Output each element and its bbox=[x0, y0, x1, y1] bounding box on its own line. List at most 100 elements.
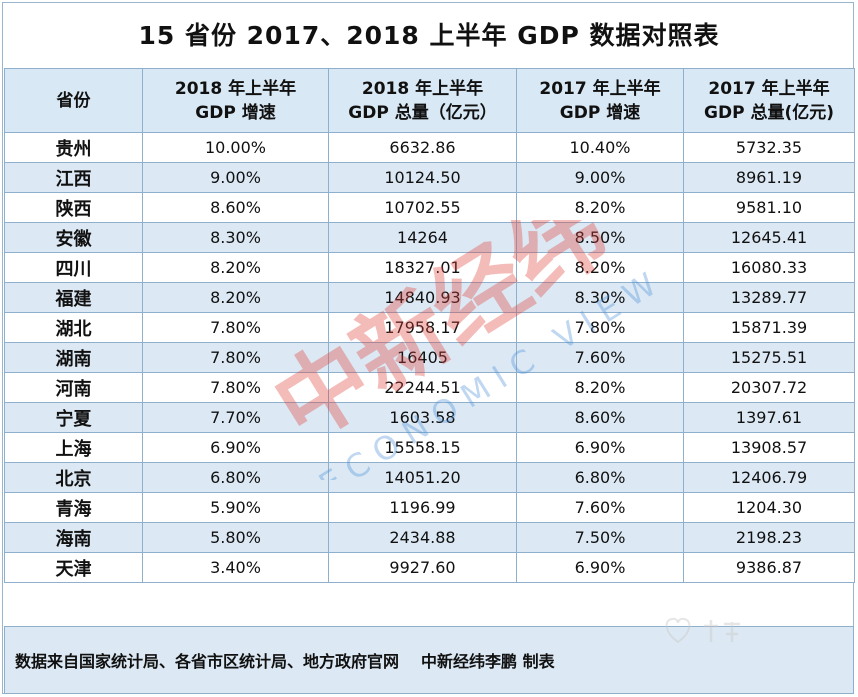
cell-growth-2017: 8.60% bbox=[516, 402, 684, 433]
cell-province: 陕西 bbox=[4, 192, 143, 223]
cell-province: 青海 bbox=[4, 492, 143, 523]
cell-total-2017: 2198.23 bbox=[683, 522, 855, 553]
cell-growth-2017: 10.40% bbox=[516, 132, 684, 163]
cell-total-2017: 13289.77 bbox=[683, 282, 855, 313]
cell-growth-2018: 5.80% bbox=[142, 522, 329, 553]
cell-total-2017: 1397.61 bbox=[683, 402, 855, 433]
cell-total-2018: 14051.20 bbox=[328, 462, 517, 493]
header-growth-2017: 2017 年上半年 GDP 增速 bbox=[516, 68, 684, 133]
source-note: 数据来自国家统计局、各省市区统计局、地方政府官网 bbox=[15, 652, 400, 671]
cell-total-2017: 20307.72 bbox=[683, 372, 855, 403]
credit-note: 中新经纬李鹏 制表 bbox=[421, 652, 555, 671]
cell-total-2017: 12645.41 bbox=[683, 222, 855, 253]
cell-province: 湖南 bbox=[4, 342, 143, 373]
cell-growth-2017: 6.80% bbox=[516, 462, 684, 493]
cell-total-2018: 9927.60 bbox=[328, 552, 517, 583]
cell-total-2018: 14264 bbox=[328, 222, 517, 253]
cell-total-2017: 8961.19 bbox=[683, 162, 855, 193]
cell-growth-2018: 3.40% bbox=[142, 552, 329, 583]
cell-growth-2018: 5.90% bbox=[142, 492, 329, 523]
cell-province: 湖北 bbox=[4, 312, 143, 343]
cell-province: 海南 bbox=[4, 522, 143, 553]
table-row: 江西 9.00% 10124.50 9.00% 8961.19 bbox=[4, 162, 855, 193]
cell-province: 天津 bbox=[4, 552, 143, 583]
header-province: 省份 bbox=[4, 68, 143, 133]
cell-growth-2018: 8.20% bbox=[142, 252, 329, 283]
cell-total-2018: 17958.17 bbox=[328, 312, 517, 343]
cell-total-2018: 1603.58 bbox=[328, 402, 517, 433]
header-growth-2018: 2018 年上半年 GDP 增速 bbox=[142, 68, 329, 133]
cell-growth-2018: 8.20% bbox=[142, 282, 329, 313]
cell-province: 贵州 bbox=[4, 132, 143, 163]
cell-growth-2018: 6.80% bbox=[142, 462, 329, 493]
table-row: 福建 8.20% 14840.93 8.30% 13289.77 bbox=[4, 282, 855, 313]
cell-growth-2017: 6.90% bbox=[516, 432, 684, 463]
table-row: 湖南 7.80% 16405 7.60% 15275.51 bbox=[4, 342, 855, 373]
cell-growth-2017: 8.20% bbox=[516, 252, 684, 283]
cell-growth-2017: 6.90% bbox=[516, 552, 684, 583]
cell-total-2017: 13908.57 bbox=[683, 432, 855, 463]
cell-growth-2018: 9.00% bbox=[142, 162, 329, 193]
table-row: 北京 6.80% 14051.20 6.80% 12406.79 bbox=[4, 462, 855, 493]
table-row: 宁夏 7.70% 1603.58 8.60% 1397.61 bbox=[4, 402, 855, 433]
cell-growth-2018: 7.80% bbox=[142, 372, 329, 403]
cell-growth-2017: 8.50% bbox=[516, 222, 684, 253]
cell-growth-2017: 8.30% bbox=[516, 282, 684, 313]
cell-growth-2017: 7.50% bbox=[516, 522, 684, 553]
cell-growth-2018: 8.60% bbox=[142, 192, 329, 223]
cell-total-2018: 10702.55 bbox=[328, 192, 517, 223]
table-row: 安徽 8.30% 14264 8.50% 12645.41 bbox=[4, 222, 855, 253]
cell-total-2018: 2434.88 bbox=[328, 522, 517, 553]
cell-total-2018: 22244.51 bbox=[328, 372, 517, 403]
table-footer: 数据来自国家统计局、各省市区统计局、地方政府官网 中新经纬李鹏 制表 bbox=[4, 626, 854, 694]
cell-growth-2017: 7.60% bbox=[516, 492, 684, 523]
cell-province: 四川 bbox=[4, 252, 143, 283]
cell-province: 宁夏 bbox=[4, 402, 143, 433]
cell-total-2018: 18327.01 bbox=[328, 252, 517, 283]
cell-total-2017: 1204.30 bbox=[683, 492, 855, 523]
cell-growth-2017: 7.60% bbox=[516, 342, 684, 373]
table-row: 贵州 10.00% 6632.86 10.40% 5732.35 bbox=[4, 132, 855, 163]
cell-growth-2018: 10.00% bbox=[142, 132, 329, 163]
table-row: 海南 5.80% 2434.88 7.50% 2198.23 bbox=[4, 522, 855, 553]
cell-growth-2018: 7.80% bbox=[142, 342, 329, 373]
cell-total-2018: 14840.93 bbox=[328, 282, 517, 313]
cell-total-2017: 9386.87 bbox=[683, 552, 855, 583]
cell-growth-2018: 7.80% bbox=[142, 312, 329, 343]
cell-province: 上海 bbox=[4, 432, 143, 463]
cell-total-2018: 6632.86 bbox=[328, 132, 517, 163]
cell-total-2018: 1196.99 bbox=[328, 492, 517, 523]
cell-growth-2018: 8.30% bbox=[142, 222, 329, 253]
cell-total-2018: 16405 bbox=[328, 342, 517, 373]
cell-growth-2018: 7.70% bbox=[142, 402, 329, 433]
cell-total-2017: 15275.51 bbox=[683, 342, 855, 373]
page-title: 15 省份 2017、2018 上半年 GDP 数据对照表 bbox=[138, 21, 720, 50]
cell-province: 北京 bbox=[4, 462, 143, 493]
cell-total-2017: 5732.35 bbox=[683, 132, 855, 163]
table-row: 上海 6.90% 15558.15 6.90% 13908.57 bbox=[4, 432, 855, 463]
cell-province: 福建 bbox=[4, 282, 143, 313]
table-row: 湖北 7.80% 17958.17 7.80% 15871.39 bbox=[4, 312, 855, 343]
table-row: 河南 7.80% 22244.51 8.20% 20307.72 bbox=[4, 372, 855, 403]
cell-total-2017: 9581.10 bbox=[683, 192, 855, 223]
table-row: 天津 3.40% 9927.60 6.90% 9386.87 bbox=[4, 552, 855, 583]
cell-total-2018: 15558.15 bbox=[328, 432, 517, 463]
header-row: 省份 2018 年上半年 GDP 增速 2018 年上半年 GDP 总量（亿元）… bbox=[4, 68, 855, 133]
cell-total-2017: 12406.79 bbox=[683, 462, 855, 493]
cell-total-2017: 16080.33 bbox=[683, 252, 855, 283]
cell-province: 安徽 bbox=[4, 222, 143, 253]
table-row: 陕西 8.60% 10702.55 8.20% 9581.10 bbox=[4, 192, 855, 223]
table-row: 四川 8.20% 18327.01 8.20% 16080.33 bbox=[4, 252, 855, 283]
cell-total-2018: 10124.50 bbox=[328, 162, 517, 193]
cell-province: 河南 bbox=[4, 372, 143, 403]
cell-growth-2017: 9.00% bbox=[516, 162, 684, 193]
header-total-2018: 2018 年上半年 GDP 总量（亿元） bbox=[328, 68, 517, 133]
cell-growth-2017: 7.80% bbox=[516, 312, 684, 343]
cell-total-2017: 15871.39 bbox=[683, 312, 855, 343]
header-total-2017: 2017 年上半年 GDP 总量(亿元) bbox=[683, 68, 855, 133]
cell-province: 江西 bbox=[4, 162, 143, 193]
cell-growth-2017: 8.20% bbox=[516, 192, 684, 223]
table-row: 青海 5.90% 1196.99 7.60% 1204.30 bbox=[4, 492, 855, 523]
cell-growth-2018: 6.90% bbox=[142, 432, 329, 463]
cell-growth-2017: 8.20% bbox=[516, 372, 684, 403]
